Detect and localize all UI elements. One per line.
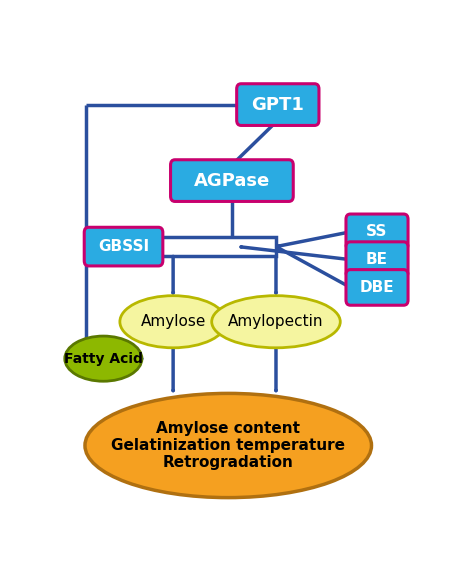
Text: Amylose: Amylose (140, 314, 206, 329)
FancyBboxPatch shape (237, 83, 319, 125)
Text: DBE: DBE (360, 280, 394, 295)
Text: GBSSI: GBSSI (98, 239, 149, 254)
FancyBboxPatch shape (84, 227, 163, 266)
Ellipse shape (212, 296, 340, 348)
FancyBboxPatch shape (346, 242, 408, 277)
Text: GPT1: GPT1 (251, 95, 304, 113)
Ellipse shape (65, 336, 142, 381)
Text: Fatty Acid: Fatty Acid (64, 351, 143, 365)
Text: BE: BE (366, 252, 388, 267)
Ellipse shape (120, 296, 227, 348)
FancyBboxPatch shape (346, 214, 408, 250)
FancyBboxPatch shape (346, 270, 408, 305)
Text: AGPase: AGPase (194, 171, 270, 190)
FancyBboxPatch shape (149, 237, 276, 257)
FancyBboxPatch shape (171, 160, 293, 201)
Text: SS: SS (366, 224, 388, 239)
Text: Amylopectin: Amylopectin (228, 314, 324, 329)
Ellipse shape (85, 394, 372, 497)
Text: Amylose content
Gelatinization temperature
Retrogradation: Amylose content Gelatinization temperatu… (111, 421, 345, 470)
